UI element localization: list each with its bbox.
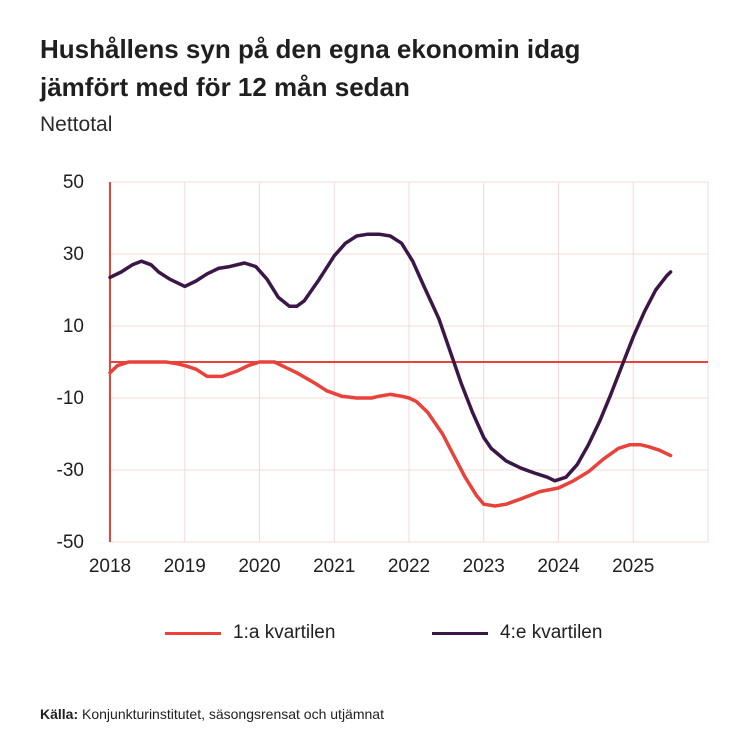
chart-title: Hushållens syn på den egna ekonomin idag… [40,30,720,106]
x-tick-label: 2021 [313,556,355,577]
source-label: Källa: [40,706,79,722]
legend-item-q1: 1:a kvartilen [165,622,335,644]
y-tick-label: -30 [57,460,84,481]
y-tick-label: 50 [63,172,84,193]
legend-swatch-q4 [432,631,488,635]
y-tick-label: 30 [63,244,84,265]
y-axis-unit: Nettotal [40,113,113,136]
chart-title-line-2: jämfört med för 12 mån sedan [40,72,410,102]
legend-swatch-q1 [165,631,221,635]
series-line-q1 [108,360,673,508]
x-tick-label: 2018 [89,556,131,577]
source-note: Källa: Konjunkturinstitutet, säsongsrens… [40,706,384,722]
x-tick-label: 2019 [164,556,206,577]
y-tick-label: -50 [57,532,84,553]
legend-label-q4: 4:e kvartilen [500,622,603,643]
x-tick-label: 2024 [537,556,580,577]
x-tick-label: 2022 [388,556,430,577]
y-tick-label: -10 [57,388,84,409]
y-tick-label: 10 [63,316,84,337]
x-tick-label: 2020 [238,556,280,577]
x-tick-label: 2025 [612,556,654,577]
series-line-q4 [108,232,673,483]
legend: 1:a kvartilen 4:e kvartilen [0,622,744,652]
x-tick-label: 2023 [463,556,505,577]
source-text: Konjunkturinstitutet, säsongsrensat och … [82,706,384,722]
legend-item-q4: 4:e kvartilen [432,622,602,644]
chart-title-line-1: Hushållens syn på den egna ekonomin idag [40,34,581,64]
legend-label-q1: 1:a kvartilen [233,622,336,643]
